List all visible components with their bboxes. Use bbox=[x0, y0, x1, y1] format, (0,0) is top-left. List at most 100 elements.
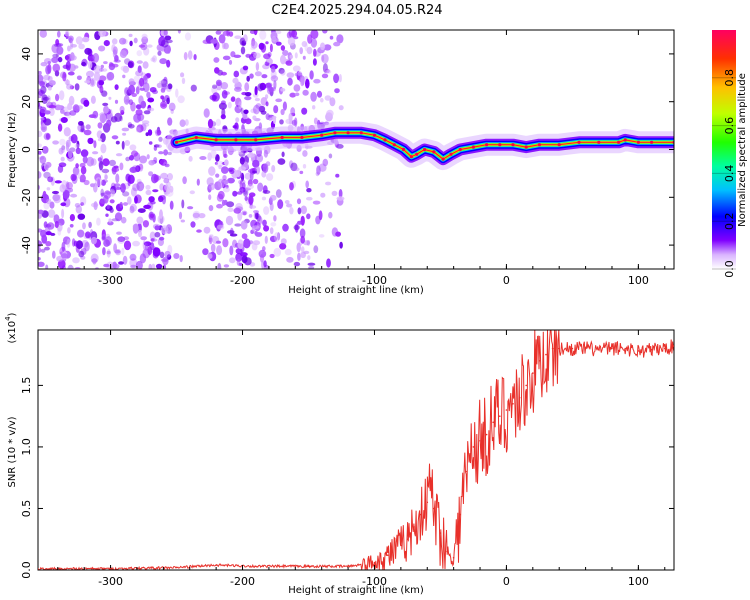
noise-blob bbox=[243, 257, 252, 266]
y-tick-label: 0 bbox=[20, 146, 33, 153]
noise-blob bbox=[178, 211, 183, 220]
noise-blob bbox=[142, 240, 147, 251]
snr-point bbox=[419, 513, 422, 516]
noise-blob bbox=[43, 221, 48, 229]
noise-blob bbox=[152, 189, 159, 193]
noise-blob bbox=[270, 75, 279, 82]
noise-blob bbox=[269, 235, 278, 243]
noise-blob bbox=[294, 117, 298, 127]
snr-point bbox=[558, 347, 560, 350]
noise-blob bbox=[290, 162, 298, 172]
x-tick-label: 100 bbox=[628, 575, 649, 588]
noise-blob bbox=[246, 75, 250, 82]
noise-blob bbox=[263, 206, 270, 215]
noise-blob bbox=[243, 238, 251, 249]
noise-blob bbox=[138, 44, 146, 48]
noise-blob bbox=[67, 227, 71, 234]
noise-blob bbox=[62, 236, 71, 244]
noise-blob bbox=[306, 46, 313, 55]
noise-blob bbox=[272, 86, 276, 92]
noise-blob bbox=[279, 119, 284, 125]
noise-blob bbox=[112, 49, 118, 58]
noise-blob bbox=[125, 173, 131, 182]
noise-blob bbox=[239, 180, 243, 190]
noise-blob bbox=[335, 173, 340, 178]
noise-blob bbox=[281, 151, 285, 158]
noise-blob bbox=[48, 86, 52, 91]
noise-blob bbox=[237, 211, 243, 221]
noise-blob bbox=[83, 179, 90, 186]
noise-blob bbox=[116, 231, 122, 235]
noise-blob bbox=[269, 202, 274, 211]
noise-blob bbox=[93, 71, 101, 81]
noise-blob bbox=[320, 42, 326, 51]
noise-blob bbox=[263, 149, 268, 158]
noise-blob bbox=[129, 166, 138, 173]
noise-blob bbox=[164, 250, 171, 258]
noise-blob bbox=[246, 184, 254, 190]
noise-blob bbox=[277, 199, 284, 210]
ridge-point bbox=[383, 138, 387, 142]
noise-blob bbox=[253, 52, 261, 59]
noise-blob bbox=[244, 82, 250, 92]
noise-blob bbox=[115, 173, 120, 184]
noise-blob bbox=[190, 221, 196, 228]
noise-blob bbox=[60, 253, 68, 259]
noise-blob bbox=[138, 95, 144, 105]
snr-point bbox=[492, 421, 495, 424]
noise-blob bbox=[160, 225, 169, 235]
noise-blob bbox=[180, 219, 185, 223]
noise-blob bbox=[101, 168, 110, 174]
noise-blob bbox=[255, 153, 264, 163]
noise-blob bbox=[93, 182, 98, 193]
noise-blob bbox=[129, 40, 133, 47]
y-tick-label: 0.5 bbox=[20, 500, 33, 518]
snr-point bbox=[545, 353, 547, 356]
noise-blob bbox=[249, 171, 254, 181]
noise-blob bbox=[192, 212, 200, 218]
noise-blob bbox=[275, 189, 282, 198]
ridge-point bbox=[300, 135, 304, 140]
noise-blob bbox=[138, 229, 142, 238]
noise-blob bbox=[125, 156, 131, 162]
noise-blob bbox=[99, 113, 107, 124]
noise-blob bbox=[106, 248, 111, 258]
noise-blob bbox=[305, 180, 310, 189]
noise-blob bbox=[250, 40, 258, 49]
snr-point bbox=[109, 568, 112, 570]
noise-blob bbox=[72, 257, 80, 264]
noise-blob bbox=[297, 207, 302, 215]
snr-point bbox=[624, 347, 626, 350]
ridge-point bbox=[471, 145, 475, 149]
noise-blob bbox=[269, 194, 277, 201]
noise-blob bbox=[271, 165, 276, 173]
noise-blob bbox=[100, 143, 107, 154]
noise-blob bbox=[93, 65, 102, 74]
noise-blob bbox=[86, 156, 95, 167]
noise-blob bbox=[235, 117, 240, 123]
noise-blob bbox=[240, 252, 248, 257]
noise-blob bbox=[147, 129, 153, 136]
noise-blob bbox=[325, 181, 332, 186]
noise-blob bbox=[335, 231, 341, 237]
snr-multiplier-text: (x104) bbox=[4, 312, 18, 343]
noise-blob bbox=[253, 104, 260, 115]
noise-blob bbox=[108, 61, 114, 67]
noise-blob bbox=[257, 215, 263, 225]
noise-blob bbox=[230, 51, 236, 58]
noise-blob bbox=[103, 40, 110, 47]
noise-blob bbox=[262, 219, 267, 227]
noise-blob bbox=[132, 223, 139, 234]
noise-blob bbox=[180, 72, 185, 78]
noise-blob bbox=[240, 46, 246, 55]
noise-blob bbox=[103, 195, 109, 204]
noise-blob bbox=[146, 72, 152, 78]
noise-blob bbox=[137, 208, 146, 214]
noise-blob bbox=[38, 261, 45, 267]
noise-blob bbox=[158, 195, 164, 203]
noise-blob bbox=[85, 231, 91, 239]
noise-blob bbox=[39, 81, 45, 87]
noise-blob bbox=[215, 79, 222, 87]
noise-blob bbox=[82, 36, 90, 43]
noise-blob bbox=[148, 141, 153, 145]
